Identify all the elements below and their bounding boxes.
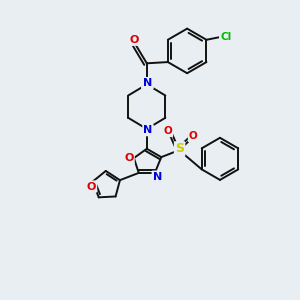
Text: O: O <box>163 126 172 136</box>
Text: N: N <box>143 78 153 88</box>
Text: O: O <box>87 182 96 191</box>
Text: Cl: Cl <box>220 32 231 42</box>
Text: N: N <box>153 172 162 182</box>
Text: N: N <box>143 125 153 135</box>
Text: O: O <box>130 35 139 45</box>
Text: N: N <box>142 78 152 88</box>
Text: O: O <box>124 153 134 163</box>
Text: S: S <box>175 142 184 155</box>
Text: O: O <box>189 131 198 141</box>
